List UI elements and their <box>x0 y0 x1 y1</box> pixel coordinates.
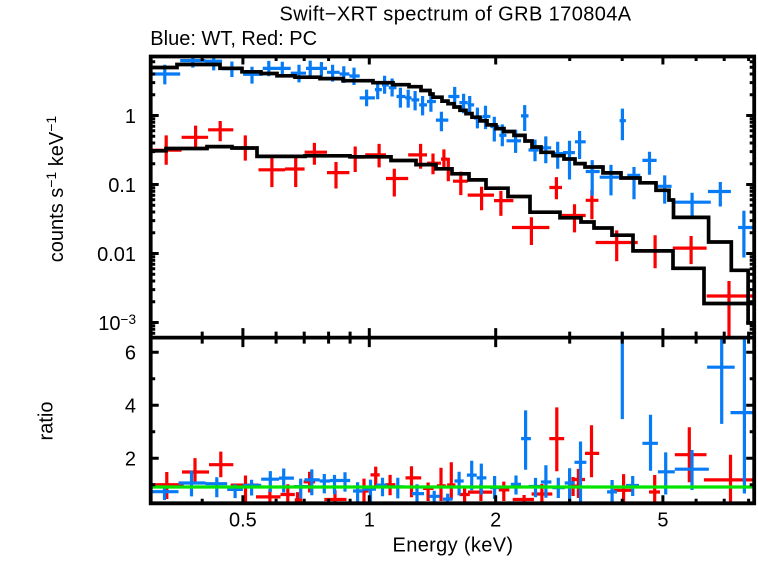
svg-text:1: 1 <box>125 106 136 128</box>
svg-text:Blue: WT, Red: PC: Blue: WT, Red: PC <box>150 28 317 50</box>
svg-text:ratio: ratio <box>36 402 58 441</box>
svg-text:2: 2 <box>490 509 501 531</box>
svg-text:2: 2 <box>125 449 136 471</box>
svg-text:5: 5 <box>657 509 668 531</box>
svg-text:4: 4 <box>125 396 136 418</box>
svg-text:counts s−1 keV−1: counts s−1 keV−1 <box>43 116 68 263</box>
svg-text:1: 1 <box>364 509 375 531</box>
svg-text:0.5: 0.5 <box>229 509 257 531</box>
svg-text:6: 6 <box>125 343 136 365</box>
svg-text:0.1: 0.1 <box>108 175 136 197</box>
svg-text:0.01: 0.01 <box>97 244 136 266</box>
svg-text:Swift−XRT spectrum of GRB 1708: Swift−XRT spectrum of GRB 170804A <box>279 4 631 26</box>
svg-text:Energy (keV): Energy (keV) <box>393 535 514 556</box>
